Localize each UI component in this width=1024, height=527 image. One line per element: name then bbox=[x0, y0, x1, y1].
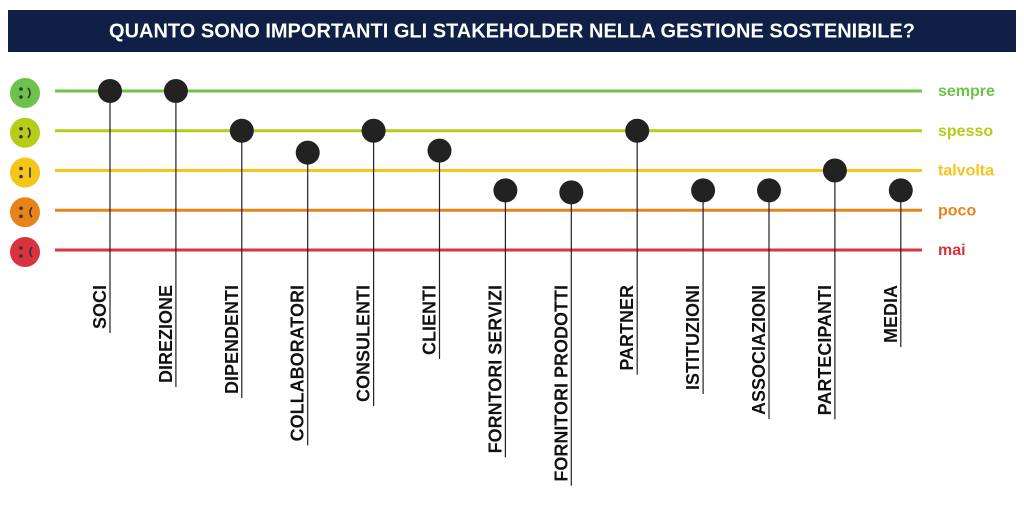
face-eye bbox=[19, 87, 23, 91]
face-icon bbox=[10, 157, 40, 188]
category-label: FORNITORI PRODOTTI bbox=[551, 285, 571, 482]
dot bbox=[98, 79, 122, 103]
dot bbox=[229, 118, 254, 143]
level-label: spesso bbox=[938, 123, 993, 140]
face-eye bbox=[19, 95, 23, 99]
face-mouth bbox=[27, 127, 31, 139]
category-label: MEDIA bbox=[881, 285, 901, 343]
level-label: talvolta bbox=[938, 163, 994, 180]
face-icon bbox=[10, 197, 40, 228]
category-label: ASSOCIAZIONI bbox=[749, 285, 769, 415]
face-eye bbox=[19, 214, 23, 219]
face-icon bbox=[10, 237, 40, 267]
title-bar bbox=[8, 10, 1016, 52]
category-label: CLIENTI bbox=[420, 285, 440, 355]
dot bbox=[888, 178, 913, 203]
category-label: DIREZIONE bbox=[156, 285, 176, 383]
dot bbox=[757, 178, 781, 203]
face-eye bbox=[19, 174, 23, 179]
face-mouth bbox=[27, 87, 31, 99]
level-label: mai bbox=[938, 242, 966, 259]
category-label: SOCI bbox=[90, 285, 110, 329]
face-eye bbox=[19, 254, 23, 258]
face-mouth bbox=[29, 206, 33, 218]
category-label: CONSULENTI bbox=[354, 285, 374, 402]
level-label: poco bbox=[938, 202, 976, 219]
face-mouth bbox=[29, 246, 33, 258]
face-icon bbox=[10, 78, 40, 108]
dot bbox=[625, 118, 650, 143]
face-eye bbox=[19, 126, 23, 131]
category-label: FORNTORI SERVIZI bbox=[485, 285, 505, 453]
dot bbox=[163, 79, 188, 103]
face-eye bbox=[19, 246, 23, 250]
face-eye bbox=[19, 166, 23, 171]
level-label: sempre bbox=[938, 83, 995, 100]
chart-title: QUANTO SONO IMPORTANTI GLI STAKEHOLDER N… bbox=[109, 20, 915, 42]
dot bbox=[493, 178, 518, 203]
category-label: COLLABORATORI bbox=[288, 285, 308, 441]
face-eye bbox=[19, 134, 23, 139]
dot bbox=[822, 158, 847, 183]
category-label: PARTNER bbox=[617, 285, 637, 371]
dot bbox=[295, 140, 320, 165]
dot bbox=[361, 118, 386, 143]
face-eye bbox=[19, 206, 23, 211]
dot bbox=[559, 180, 584, 205]
category-label: PARTECIPANTI bbox=[815, 285, 835, 415]
face-icon bbox=[10, 117, 40, 148]
dot bbox=[691, 178, 716, 203]
category-label: ISTITUZIONI bbox=[683, 285, 703, 390]
dot bbox=[427, 138, 452, 163]
category-label: DIPENDENTI bbox=[222, 285, 242, 394]
